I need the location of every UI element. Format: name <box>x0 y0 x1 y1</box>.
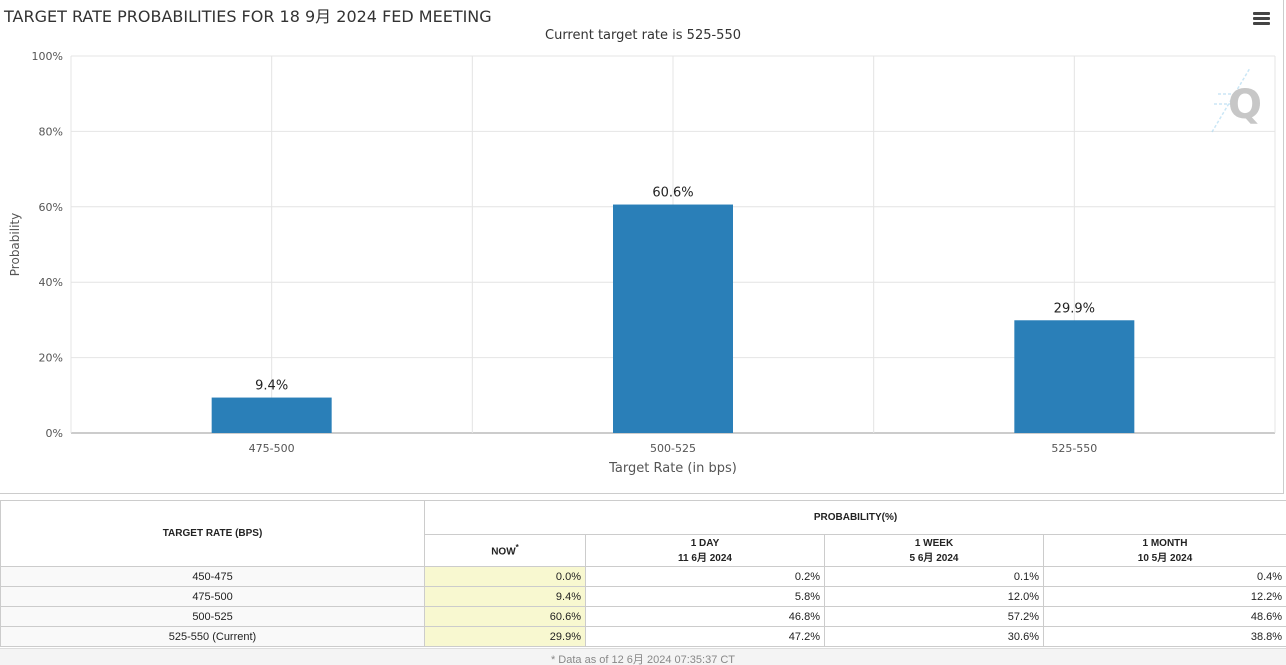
y-tick-label: 20% <box>39 352 63 365</box>
cell-1-week: 0.1% <box>824 566 1044 587</box>
quikstrike-q-logo-icon: Q <box>1211 67 1262 133</box>
cell-1-month: 12.2% <box>1042 586 1286 607</box>
cell-1-week: 30.6% <box>824 626 1044 647</box>
bar <box>211 397 332 433</box>
cell-now: 9.4% <box>424 586 586 607</box>
cell-rate: 450-475 <box>0 566 425 587</box>
header-1-day: 1 DAY 11 6月 2024 <box>585 534 825 567</box>
table-row: 450-475 0.0% 0.2% 0.1% 0.4% <box>0 566 1286 587</box>
data-label: 29.9% <box>1054 301 1095 316</box>
cell-1-day: 5.8% <box>585 586 825 607</box>
data-label: 9.4% <box>255 379 288 394</box>
bar-layer <box>211 204 1135 433</box>
label-layer: 0% 20% 40% 60% 80% 100% 9.4% 475-500 60.6% 500-52… <box>8 50 1097 476</box>
cell-1-month: 38.8% <box>1042 626 1286 647</box>
header-1-month: 1 MONTH 10 5月 2024 <box>1042 534 1286 567</box>
svg-text:Q: Q <box>1228 82 1262 128</box>
data-label: 60.6% <box>652 186 693 201</box>
cell-now: 60.6% <box>424 606 586 627</box>
cell-now: 0.0% <box>424 566 586 587</box>
data-timestamp-note: * Data as of 12 6月 2024 07:35:37 CT <box>0 648 1286 665</box>
header-target-rate: TARGET RATE (BPS) <box>0 500 425 567</box>
y-tick-label: 0% <box>46 427 63 440</box>
header-now: NOW* <box>424 534 586 567</box>
x-tick-label: 475-500 <box>249 442 295 455</box>
cell-1-month: 48.6% <box>1042 606 1286 627</box>
y-tick-label: 60% <box>39 201 63 214</box>
table-row: 525-550 (Current) 29.9% 47.2% 30.6% 38.8… <box>0 626 1286 647</box>
cell-rate: 475-500 <box>0 586 425 607</box>
y-tick-label: 80% <box>39 125 63 138</box>
cell-1-day: 46.8% <box>585 606 825 627</box>
chart-title: TARGET RATE PROBABILITIES FOR 18 9月 2024… <box>4 7 492 26</box>
header-probability: PROBABILITY(%) <box>423 500 1286 535</box>
y-tick-label: 40% <box>39 276 63 289</box>
cell-1-day: 0.2% <box>585 566 825 587</box>
x-tick-label: 525-550 <box>1051 442 1097 455</box>
cell-1-week: 57.2% <box>824 606 1044 627</box>
hamburger-menu-icon[interactable] <box>1253 12 1270 26</box>
table-row: 500-525 60.6% 46.8% 57.2% 48.6% <box>0 606 1286 627</box>
probability-table: TARGET RATE (BPS) PROBABILITY(%) NOW* 1 … <box>0 500 1286 647</box>
cell-1-week: 12.0% <box>824 586 1044 607</box>
cell-1-day: 47.2% <box>585 626 825 647</box>
bar-chart: 0% 20% 40% 60% 80% 100% 9.4% 475-500 60.6% 500-52… <box>8 50 1276 476</box>
table-row: 475-500 9.4% 5.8% 12.0% 12.2% <box>0 586 1286 607</box>
x-tick-label: 500-525 <box>650 442 696 455</box>
header-1-week: 1 WEEK 5 6月 2024 <box>824 534 1044 567</box>
bar <box>613 204 733 433</box>
bar <box>1014 320 1135 433</box>
chart-subtitle: Current target rate is 525-550 <box>545 28 741 43</box>
cell-1-month: 0.4% <box>1042 566 1286 587</box>
cell-rate: 525-550 (Current) <box>0 626 425 647</box>
y-axis-title: Probability <box>8 213 22 276</box>
grid-layer <box>70 55 1276 434</box>
y-tick-label: 100% <box>32 50 63 63</box>
cell-rate: 500-525 <box>0 606 425 627</box>
x-axis-title: Target Rate (in bps) <box>608 461 737 476</box>
chart-panel: 0% 20% 40% 60% 80% 100% 9.4% 475-500 60.6% 500-52… <box>0 0 1284 494</box>
cell-now: 29.9% <box>424 626 586 647</box>
